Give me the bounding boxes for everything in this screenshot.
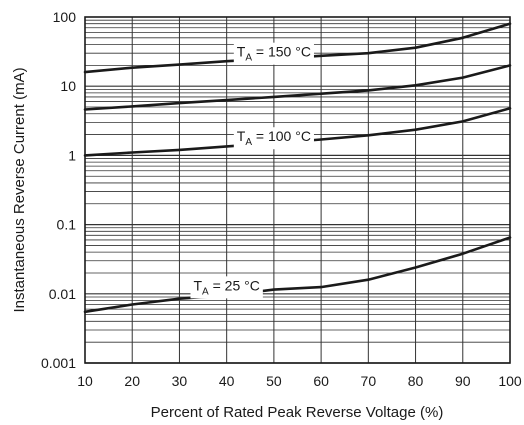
x-tick-label: 20: [124, 373, 140, 389]
y-tick-label: 0.01: [49, 286, 76, 302]
curve-label-bg: [190, 276, 263, 299]
x-tick-label: 30: [172, 373, 188, 389]
series-label-0: TA = 150 °C: [237, 44, 311, 64]
curves: [83, 22, 512, 314]
curve-label-bg: [233, 42, 314, 65]
x-tick-label: 80: [408, 373, 424, 389]
y-tick-label: 0.1: [57, 217, 77, 233]
series-label-1: TA = 125 °C: [0, 0, 37, 7]
x-axis-title: Percent of Rated Peak Reverse Voltage (%…: [151, 404, 444, 421]
y-axis-title: Instantaneous Reverse Current (mA): [11, 67, 28, 312]
series-line-3: [83, 236, 512, 314]
series-line-1: [83, 64, 512, 111]
plot-frame: [84, 16, 511, 364]
curve-label-bg: [0, 0, 41, 8]
y-tick-label: 1: [68, 147, 76, 163]
x-tick-label: 60: [313, 373, 329, 389]
x-tick-label: 50: [266, 373, 282, 389]
x-tick-label: 70: [361, 373, 377, 389]
x-tick-label: 40: [219, 373, 235, 389]
series-label-2: TA = 100 °C: [237, 128, 311, 148]
tick-labels: 10 20 30 40 50 60 70 80 90 100 0.001 0.01 0.1 1 10 100: [41, 9, 522, 389]
y-tick-label: 0.001: [41, 355, 76, 371]
series-label-3: TA = 25 °C: [193, 277, 259, 297]
y-tick-label: 100: [53, 9, 77, 25]
curve-labels: TA = 150 °C TA = 125 °C TA = 100 °C TA = 25…: [0, 0, 314, 299]
curve-label-bg: [233, 127, 314, 150]
grid: [84, 17, 511, 364]
y-tick-label: 10: [60, 78, 76, 94]
x-tick-label: 100: [498, 373, 522, 389]
x-tick-label: 90: [455, 373, 471, 389]
x-tick-label: 10: [77, 373, 93, 389]
